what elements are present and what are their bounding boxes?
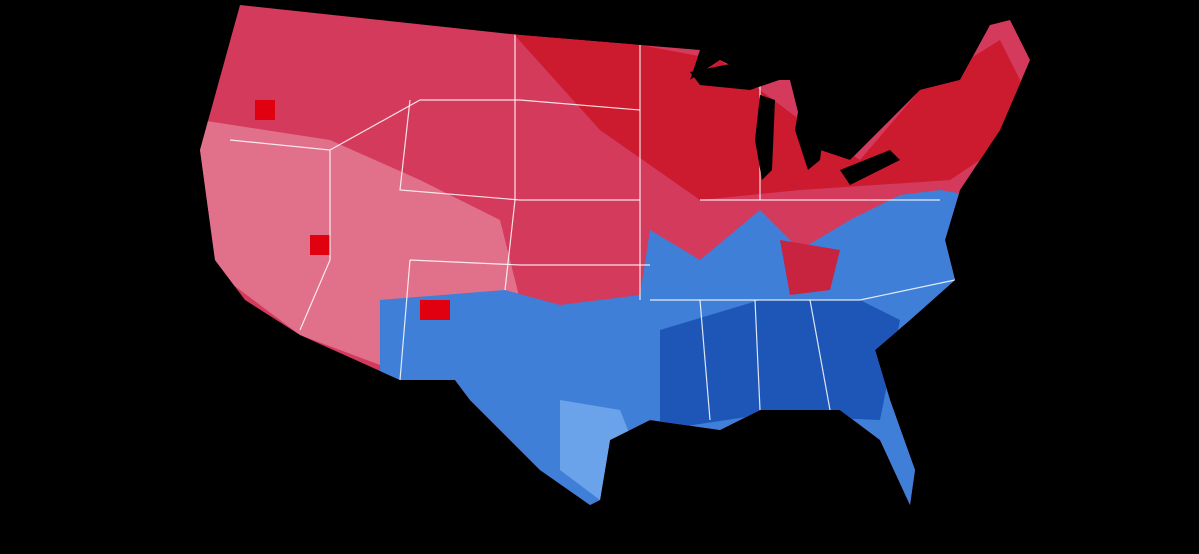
state-line	[504, 30, 516, 291]
state-line	[754, 299, 761, 411]
region-deep-blue	[660, 300, 900, 430]
state-line	[650, 279, 956, 301]
state-lines	[229, 30, 956, 421]
lake-erie	[840, 150, 900, 185]
lake-superior	[690, 62, 785, 90]
state-line	[409, 259, 650, 266]
state-line	[809, 299, 831, 411]
state-line	[229, 139, 331, 331]
lake-huron	[795, 100, 825, 170]
region-appalachia	[780, 240, 840, 295]
state-line	[399, 259, 411, 381]
state-line	[329, 99, 641, 151]
state-line	[399, 99, 640, 201]
state-line	[699, 299, 711, 421]
lake-michigan	[755, 95, 775, 180]
region-deep-red	[510, 30, 1030, 200]
